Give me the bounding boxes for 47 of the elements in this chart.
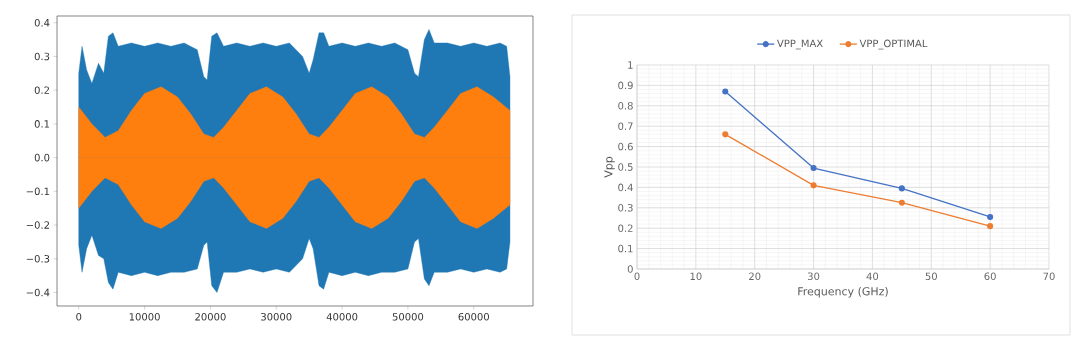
y-tick-label: 1 <box>628 61 633 69</box>
x-tick-label: 20000 <box>195 313 226 321</box>
y-tick-label: 0.4 <box>34 18 50 27</box>
point <box>810 182 817 189</box>
point <box>987 223 994 230</box>
x-tick-label: 70 <box>1043 272 1055 281</box>
y-tick-label: 0.8 <box>618 102 633 110</box>
x-tick-label: 10000 <box>129 313 160 321</box>
y-tick-label: 0 <box>627 265 633 273</box>
x-tick-label: 10 <box>690 272 702 281</box>
y-axis-title: Vpp <box>604 156 615 178</box>
x-tick-label: 60000 <box>458 313 489 321</box>
y-tick-label: 0.9 <box>618 81 633 90</box>
y-tick-label: −0.4 <box>26 288 50 297</box>
point <box>722 88 729 95</box>
legend-label: VPP_MAX <box>777 39 823 50</box>
y-tick-label: −0.1 <box>26 187 50 196</box>
x-tick-label: 40000 <box>326 313 358 321</box>
x-tick-label: 0 <box>634 272 640 281</box>
point <box>987 213 994 221</box>
x-axis-title: Frequency (GHz) <box>798 286 888 298</box>
x-tick-label: 30000 <box>261 313 292 321</box>
x-tick-label: 20 <box>749 272 761 281</box>
legend-label: VPP_OPTIMAL <box>859 39 928 50</box>
x-tick-label: 60 <box>984 272 996 281</box>
y-tick-label: 0.3 <box>34 52 50 61</box>
y-tick-label: 0.6 <box>618 142 633 151</box>
y-tick-label: −0.2 <box>26 221 49 229</box>
x-tick-label: 0 <box>76 313 82 321</box>
y-tick-label: 0.5 <box>618 163 633 171</box>
y-tick-label: −0.3 <box>26 254 50 263</box>
y-tick-label: 0.2 <box>618 224 633 232</box>
y-tick-label: 0.4 <box>618 183 633 192</box>
x-tick-label: 50 <box>925 272 937 281</box>
y-tick-label: 0.0 <box>34 153 50 162</box>
y-tick-label: 0.1 <box>34 120 50 128</box>
point <box>898 185 905 192</box>
x-tick-label: 40 <box>866 272 879 281</box>
y-tick-label: 0.1 <box>618 244 633 253</box>
point <box>810 164 817 172</box>
point <box>722 131 729 138</box>
x-tick-label: 50000 <box>392 313 424 321</box>
y-tick-label: 0.3 <box>618 204 633 212</box>
x-tick-label: 30 <box>807 272 820 281</box>
y-tick-label: 0.2 <box>34 86 49 94</box>
y-tick-label: 0.7 <box>618 122 633 130</box>
point <box>898 199 905 206</box>
